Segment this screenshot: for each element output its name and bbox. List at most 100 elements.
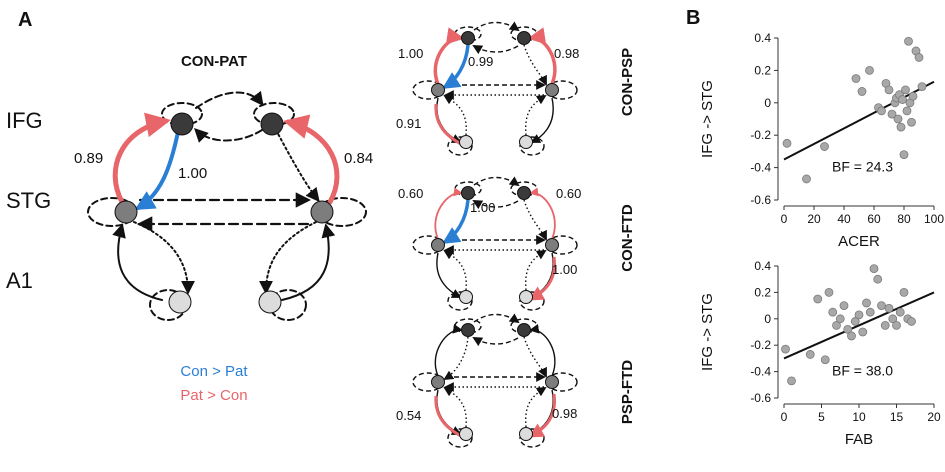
- x-tick-label: 80: [897, 212, 911, 226]
- small-title-psp-ftd: PSP-FTD: [619, 360, 636, 424]
- small-label: 0.54: [396, 408, 421, 423]
- panel-a-label: A: [18, 9, 32, 31]
- main-network-title: CON-PAT: [181, 53, 247, 70]
- legend-con-gt-pat: Con > Pat: [180, 363, 248, 380]
- x-tick-label: 60: [867, 212, 881, 226]
- self-loop: [546, 372, 578, 392]
- data-point: [893, 114, 903, 124]
- node-ifg: [461, 323, 475, 337]
- y-axis-label: IFG -> STG: [699, 293, 716, 371]
- data-point: [887, 109, 897, 119]
- edge-a1-stg-right: [281, 223, 336, 301]
- y-tick-label: -0.2: [750, 128, 771, 142]
- edge: [443, 386, 467, 428]
- edge: [473, 176, 520, 187]
- x-tick-label: 20: [807, 212, 821, 226]
- edge-stg-ifg-right: [283, 114, 340, 205]
- edge: [434, 395, 462, 438]
- edge: [436, 252, 462, 298]
- data-point: [854, 310, 864, 320]
- scatter-acer: 0.4 0.2 0 -0.2 -0.4 -0.6 0 20 40 60 80 100 ACER IFG -…: [699, 31, 944, 250]
- data-point: [880, 320, 890, 330]
- self-loop: [454, 181, 482, 197]
- data-point: [851, 74, 861, 83]
- data-point: [899, 150, 909, 160]
- data-point: [902, 106, 912, 116]
- data-point: [828, 307, 838, 317]
- node-a1: [519, 290, 533, 304]
- x-tick-label: 0: [781, 410, 788, 424]
- edge: [529, 187, 556, 240]
- region-ifg-label: IFG: [6, 108, 43, 133]
- edge: [442, 44, 470, 89]
- node-ifg: [517, 31, 531, 45]
- edge-ifg-ifg-bottom: [194, 128, 263, 143]
- small-title-con-psp: CON-PSP: [619, 48, 636, 116]
- node-ifg: [517, 323, 531, 337]
- edge: [528, 256, 556, 301]
- data-point: [888, 314, 898, 324]
- x-tick-label: 40: [837, 212, 851, 226]
- edge: [523, 44, 547, 86]
- node-stg: [545, 83, 559, 97]
- x-tick-label: 10: [852, 410, 866, 424]
- data-point: [892, 320, 901, 330]
- data-point: [884, 303, 894, 313]
- edge-ifg-stg-right: [275, 129, 320, 203]
- data-point: [802, 174, 811, 184]
- data-point: [873, 274, 883, 284]
- edge: [528, 393, 556, 438]
- small-networks: [412, 21, 578, 448]
- small-label: 1.00: [552, 262, 577, 277]
- small-label: 1.00: [398, 46, 423, 61]
- self-loop: [454, 26, 482, 42]
- node-ifg: [461, 186, 475, 200]
- edge: [523, 336, 547, 378]
- coef-center: 1.00: [178, 165, 207, 182]
- y-tick-label: 0.2: [754, 285, 771, 299]
- edge: [525, 249, 547, 291]
- data-point: [899, 287, 909, 297]
- y-tick-label: 0: [764, 312, 771, 326]
- small-label: 1.00: [470, 200, 495, 215]
- edge: [527, 27, 557, 85]
- data-point: [850, 317, 860, 326]
- edge: [523, 199, 547, 241]
- y-tick-label: -0.6: [750, 193, 771, 207]
- edge-stg-a1-right: [259, 221, 317, 295]
- node-stg: [545, 375, 559, 389]
- edge: [433, 27, 465, 85]
- legend-pat-gt-con: Pat > Con: [180, 387, 247, 404]
- edge: [530, 97, 554, 143]
- small-label: 0.60: [398, 186, 423, 201]
- data-point: [820, 142, 829, 151]
- edge: [434, 187, 463, 240]
- small-label: 0.98: [552, 406, 577, 421]
- small-network: [412, 176, 578, 311]
- data-point: [858, 327, 868, 337]
- data-point: [896, 122, 906, 132]
- fit-line: [783, 291, 935, 360]
- data-point: [865, 66, 874, 75]
- node-a1-right: [258, 290, 282, 314]
- edge: [443, 94, 467, 136]
- x-tick-label: 20: [927, 410, 941, 424]
- panel-b-label: B: [686, 7, 700, 29]
- data-point: [820, 355, 830, 365]
- data-point: [895, 307, 905, 317]
- edge: [472, 45, 519, 55]
- edge: [529, 323, 556, 377]
- node-stg: [431, 83, 445, 97]
- data-point: [857, 87, 867, 96]
- small-label: 0.91: [396, 116, 421, 131]
- node-stg: [431, 238, 445, 252]
- y-tick-label: 0.2: [754, 63, 771, 77]
- node-a1: [459, 135, 473, 149]
- node-a1: [519, 135, 533, 149]
- node-ifg-left: [170, 112, 194, 136]
- data-point: [781, 344, 790, 354]
- data-point: [843, 324, 853, 334]
- node-stg-right: [310, 200, 334, 224]
- node-ifg: [461, 31, 475, 45]
